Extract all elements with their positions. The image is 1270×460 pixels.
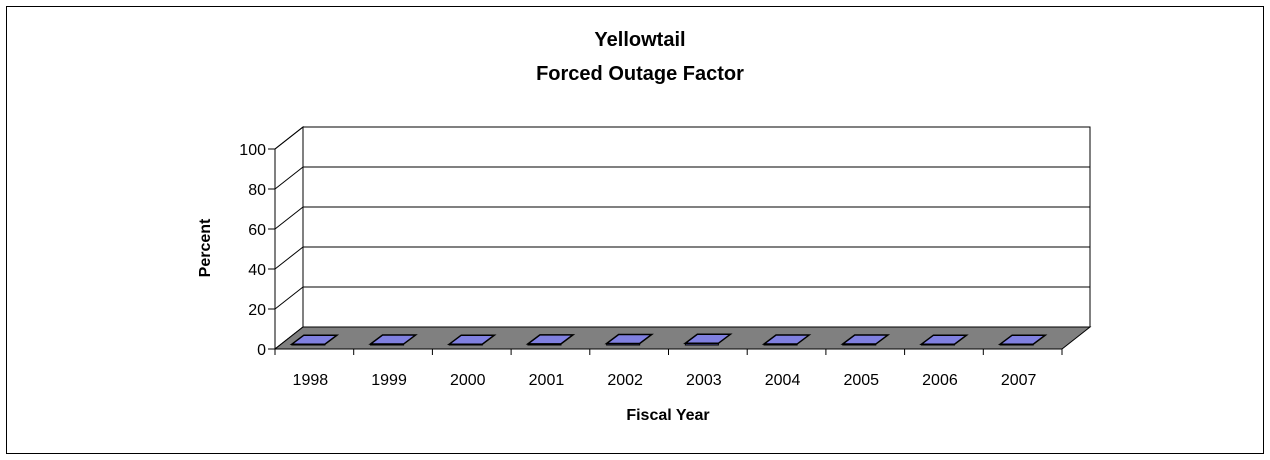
y-axis-title: Percent	[197, 218, 214, 277]
x-tick-label: 2007	[1001, 372, 1037, 389]
plot-area: 0 20 40 60 80 100 1998 1999 2000 2001 2002 2003 2004…	[239, 125, 1092, 389]
side-gridline	[274, 286, 304, 310]
x-tick-label: 2002	[607, 372, 643, 389]
chart-title: Yellowtail	[594, 29, 685, 51]
y-tick-label: 60	[248, 222, 266, 239]
x-tick-label: 2004	[765, 372, 801, 389]
bar	[525, 334, 576, 345]
bar	[604, 333, 654, 345]
y-tick-label: 0	[257, 342, 266, 359]
x-tick-label: 2005	[843, 372, 879, 389]
x-tick-label: 1999	[371, 372, 407, 389]
x-tick-label: 2003	[686, 372, 722, 389]
y-tick-label: 100	[239, 142, 266, 159]
bar	[919, 334, 969, 345]
back-wall	[302, 126, 1091, 328]
x-tick-label: 1998	[293, 372, 329, 389]
side-gridline	[274, 126, 304, 150]
side-gridline	[274, 166, 304, 190]
bar	[761, 334, 812, 345]
side-gridline	[274, 246, 304, 270]
side-wall	[274, 125, 304, 351]
chart-subtitle: Forced Outage Factor	[536, 63, 744, 85]
y-tick-label: 40	[248, 262, 266, 279]
y-tick-label: 80	[248, 182, 266, 199]
x-tick-label: 2000	[450, 372, 486, 389]
bar	[289, 334, 340, 345]
bar	[683, 333, 733, 345]
x-tick-label: 2006	[922, 372, 958, 389]
side-gridline	[274, 206, 304, 230]
x-axis-title: Fiscal Year	[626, 407, 709, 424]
bar	[368, 334, 418, 345]
x-tick-label: 2001	[529, 372, 565, 389]
y-tick-label: 20	[248, 302, 266, 319]
bar	[997, 334, 1048, 345]
bar	[446, 334, 497, 345]
bar	[840, 334, 891, 345]
